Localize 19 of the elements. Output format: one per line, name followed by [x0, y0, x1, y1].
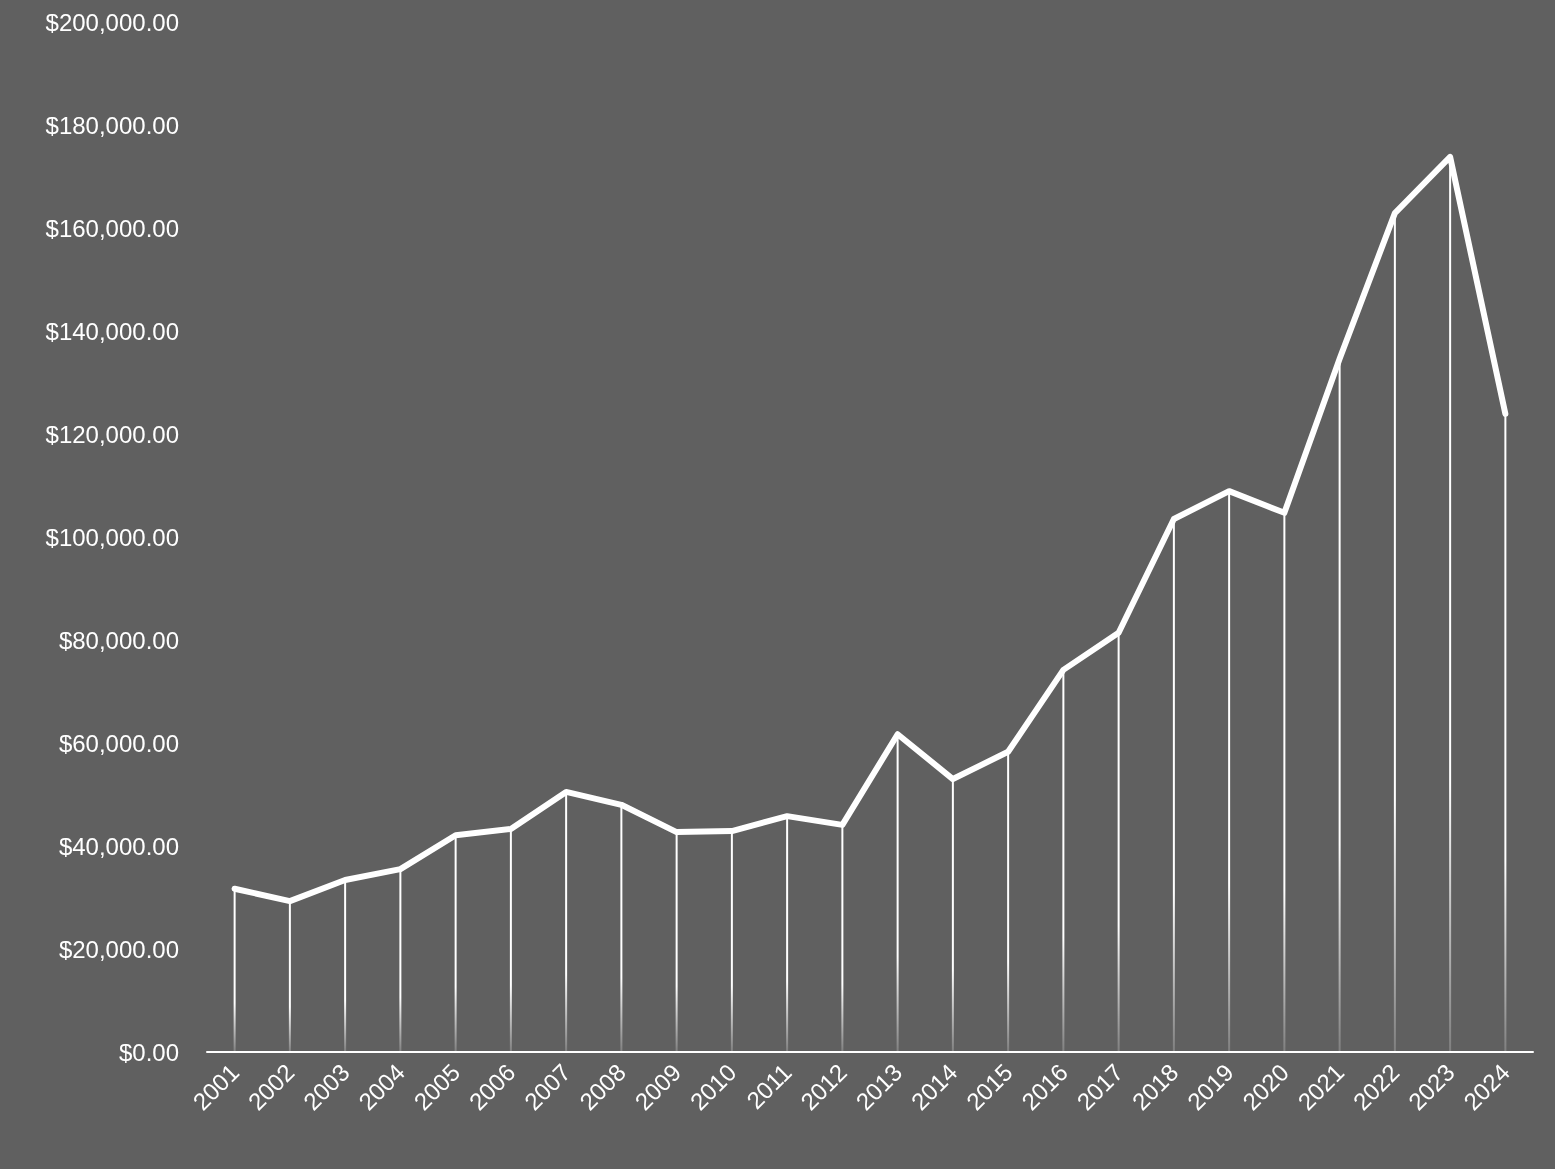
y-tick-label: $40,000.00	[58, 832, 179, 860]
y-tick-label: $140,000.00	[45, 317, 179, 345]
bar	[951, 779, 954, 1052]
y-tick-label: $120,000.00	[45, 420, 179, 448]
y-tick-label: $60,000.00	[58, 729, 179, 757]
y-tick-label: $20,000.00	[58, 935, 179, 963]
bar	[399, 869, 402, 1052]
y-tick-label: $200,000.00	[45, 8, 179, 36]
bar	[786, 816, 789, 1052]
y-tick-label: $0.00	[118, 1038, 179, 1066]
bar	[730, 831, 733, 1052]
bar	[675, 832, 678, 1052]
y-tick-label: $80,000.00	[58, 626, 179, 654]
bar	[454, 835, 457, 1052]
y-tick-label: $100,000.00	[45, 523, 179, 551]
y-tick-label: $160,000.00	[45, 214, 179, 242]
bar	[509, 829, 512, 1052]
y-tick-label: $180,000.00	[45, 111, 179, 139]
bar	[288, 901, 291, 1052]
